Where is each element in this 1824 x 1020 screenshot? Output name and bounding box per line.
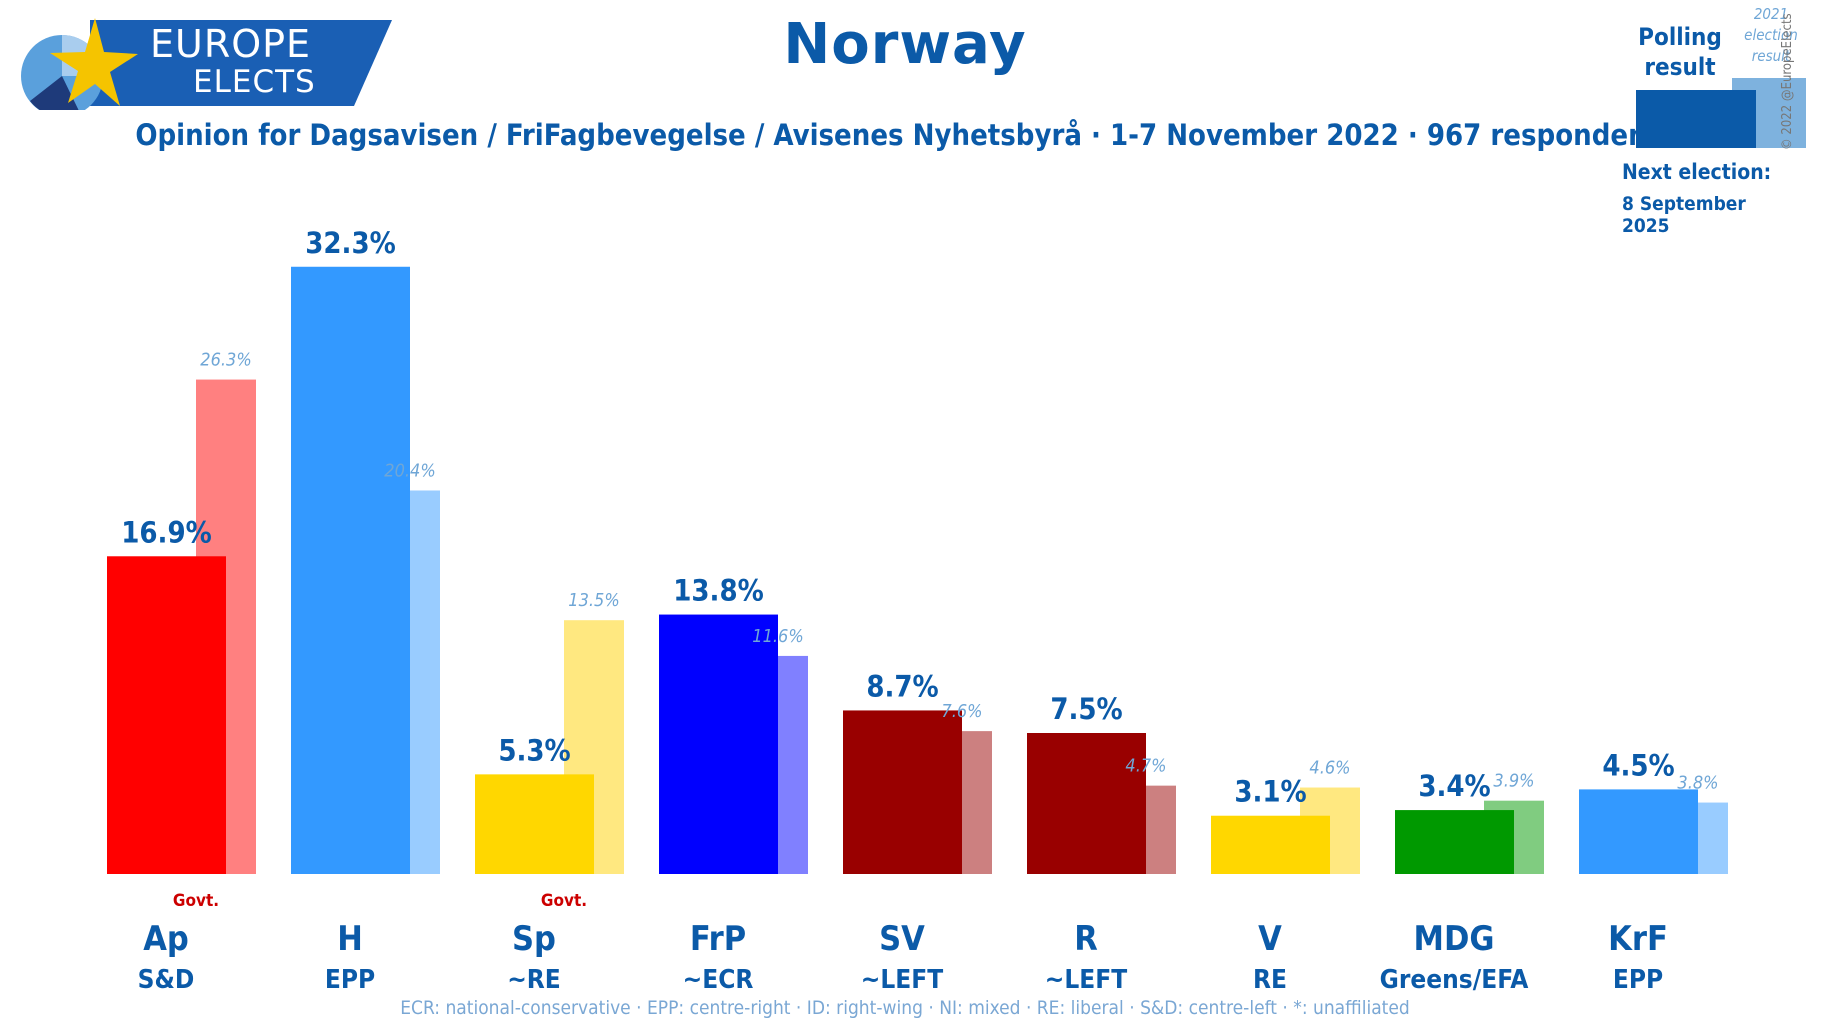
label-poll-krf: 4.5%	[1602, 748, 1674, 782]
party-group-v: RE	[1253, 965, 1287, 995]
legend-prev-label: 2021 election result	[1728, 4, 1814, 67]
govt-label-sp: Govt.	[541, 891, 587, 911]
label-prev-frp: 11.6%	[752, 626, 803, 647]
party-group-sp: ~RE	[507, 965, 561, 995]
party-name-ap: Ap	[143, 919, 189, 959]
legend-prev-line1: 2021	[1753, 5, 1789, 23]
party-name-sp: Sp	[512, 919, 556, 959]
bar-poll-sp	[475, 774, 594, 874]
bar-poll-sv	[843, 710, 962, 874]
label-prev-h: 20.4%	[384, 460, 435, 481]
label-prev-v: 4.6%	[1309, 758, 1350, 779]
bar-poll-ap	[107, 556, 226, 874]
govt-label-ap: Govt.	[173, 891, 219, 911]
label-poll-frp: 13.8%	[673, 574, 764, 608]
party-name-r: R	[1074, 919, 1098, 959]
party-group-ap: S&D	[138, 965, 195, 995]
label-poll-sp: 5.3%	[498, 733, 570, 767]
label-poll-sv: 8.7%	[866, 669, 938, 703]
label-prev-sp: 13.5%	[568, 590, 619, 611]
legend-prev-line3: result	[1751, 47, 1791, 65]
legend-polling-line1: Polling	[1638, 23, 1722, 51]
logo-globe-segment	[30, 76, 80, 117]
next-election-label: Next election:	[1622, 160, 1772, 184]
legend-polling-label: Polling result	[1620, 22, 1740, 82]
party-group-krf: EPP	[1613, 965, 1663, 995]
legend-poll-swatch	[1636, 90, 1756, 148]
brand-line1: EUROPE	[150, 22, 312, 66]
bar-poll-krf	[1579, 789, 1698, 874]
label-prev-mdg: 3.9%	[1493, 771, 1534, 792]
chart-subtitle: Opinion for Dagsavisen / FriFagbevegelse…	[135, 118, 1675, 152]
label-poll-v: 3.1%	[1234, 775, 1306, 809]
label-poll-mdg: 3.4%	[1418, 769, 1490, 803]
party-name-krf: KrF	[1608, 919, 1668, 959]
party-group-r: ~LEFT	[1045, 965, 1127, 995]
star-icon	[50, 18, 138, 106]
label-poll-h: 32.3%	[305, 226, 396, 260]
label-prev-r: 4.7%	[1125, 756, 1166, 777]
party-group-frp: ~ECR	[683, 965, 754, 995]
label-prev-krf: 3.8%	[1677, 773, 1718, 794]
party-name-v: V	[1258, 919, 1282, 959]
party-group-sv: ~LEFT	[861, 965, 943, 995]
bar-poll-v	[1211, 815, 1330, 874]
legend-prev-line2: election	[1744, 26, 1798, 44]
footnote: ECR: national-conservative · EPP: centre…	[400, 997, 1410, 1019]
party-name-sv: SV	[879, 919, 925, 959]
label-poll-r: 7.5%	[1050, 692, 1122, 726]
logo-graphic	[21, 18, 392, 117]
party-name-frp: FrP	[690, 919, 746, 959]
legend-polling-line2: result	[1644, 53, 1716, 81]
party-group-h: EPP	[325, 965, 375, 995]
label-prev-ap: 26.3%	[200, 350, 251, 371]
party-name-mdg: MDG	[1414, 919, 1495, 959]
legend: Polling result 2021 election result Next…	[1620, 0, 1820, 237]
next-election-date: 8 September 2025	[1622, 193, 1746, 237]
chart-title: Norway	[783, 12, 1027, 77]
europe-elects-logo: EUROPE ELECTS	[0, 0, 400, 117]
bar-poll-r	[1027, 733, 1146, 874]
label-poll-ap: 16.9%	[121, 515, 212, 549]
bar-poll-h	[291, 266, 410, 874]
brand-line2: ELECTS	[193, 64, 316, 100]
bar-poll-mdg	[1395, 810, 1514, 874]
bar-poll-frp	[659, 614, 778, 874]
label-prev-sv: 7.6%	[941, 701, 982, 722]
logo-banner	[90, 20, 392, 106]
party-group-mdg: Greens/EFA	[1380, 965, 1529, 995]
party-name-h: H	[337, 919, 363, 959]
